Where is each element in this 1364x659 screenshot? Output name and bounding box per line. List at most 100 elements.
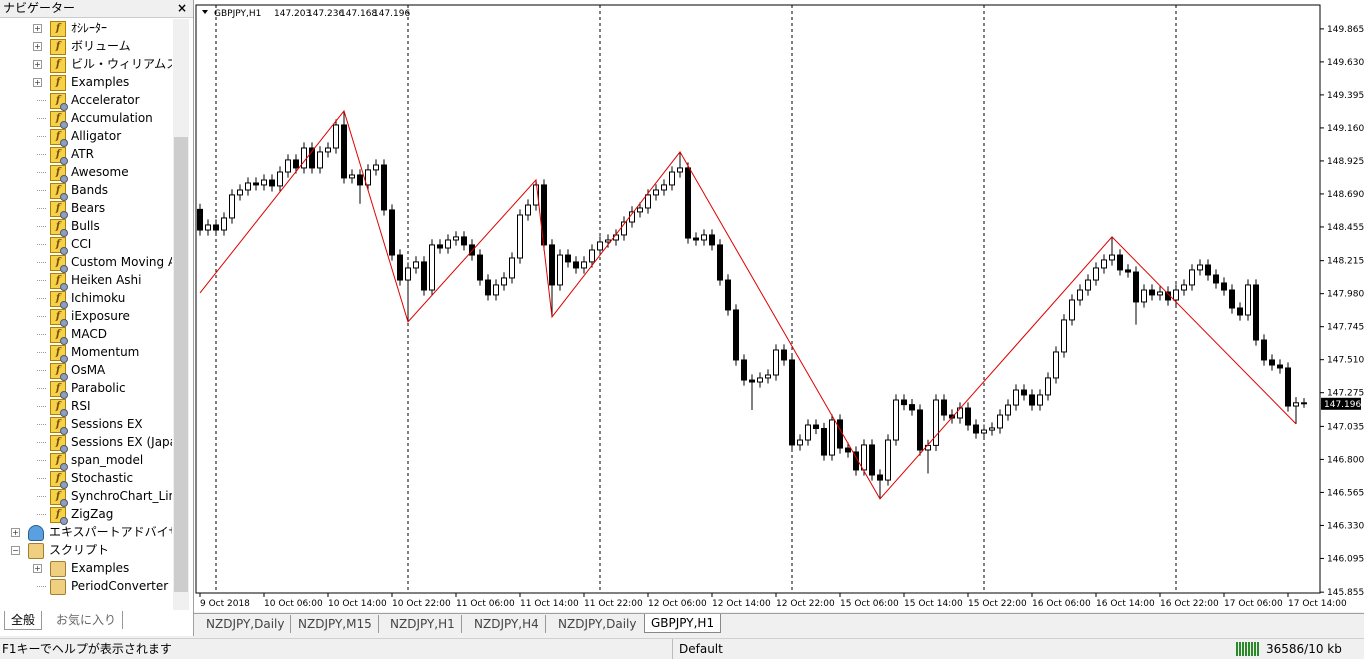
candle-body: [197, 208, 203, 231]
symbol-tab[interactable]: NZDJPY,H4: [468, 615, 546, 633]
tree-item[interactable]: f span_model: [0, 451, 172, 471]
tree-item[interactable]: f CCI: [0, 235, 172, 255]
expander[interactable]: +: [11, 528, 20, 537]
navigator-tab[interactable]: 全般: [4, 611, 43, 630]
tree-item[interactable]: f ATR: [0, 145, 172, 165]
expander[interactable]: +: [33, 564, 42, 573]
icon: [28, 525, 44, 541]
candle-body: [1093, 267, 1099, 281]
tree-line: [37, 586, 46, 587]
close-button[interactable]: ×: [176, 1, 187, 15]
candle-body: [965, 407, 971, 426]
tree-item[interactable]: f Momentum: [0, 343, 172, 363]
item-label: MACD: [71, 327, 107, 341]
candle-body: [749, 379, 755, 383]
tree-item[interactable]: f Awesome: [0, 163, 172, 183]
expander[interactable]: +: [33, 42, 42, 51]
symbol-tab[interactable]: NZDJPY,M15: [292, 615, 379, 633]
candle-body: [1261, 339, 1267, 361]
candle-body: [549, 244, 555, 286]
item-label: CCI: [71, 237, 92, 251]
tree-item[interactable]: f Custom Moving Av: [0, 253, 172, 273]
icon: f: [50, 399, 68, 417]
candle-body: [237, 189, 243, 196]
tree-line: [37, 388, 46, 389]
candle-body: [637, 207, 643, 213]
tree-item[interactable]: f ZigZag: [0, 505, 172, 525]
tree-item[interactable]: f Stochastic: [0, 469, 172, 489]
symbol-tab[interactable]: NZDJPY,H1: [384, 615, 462, 633]
candle-body: [1205, 264, 1211, 276]
status-help: F1キーでヘルプが表示されます: [2, 642, 172, 656]
icon: [28, 543, 44, 559]
candle-body: [725, 279, 731, 311]
candle-body: [1133, 271, 1139, 303]
tree-item[interactable]: + f Examples: [0, 73, 172, 91]
tree-item[interactable]: f Bears: [0, 199, 172, 219]
tree-item[interactable]: f MACD: [0, 325, 172, 345]
tree-item[interactable]: f Alligator: [0, 127, 172, 147]
tree-item[interactable]: f Heiken Ashi: [0, 271, 172, 291]
scrollbar-thumb[interactable]: [174, 137, 188, 592]
candle-body: [485, 279, 491, 296]
expander[interactable]: +: [33, 24, 42, 33]
navigator: ナビゲーター × + f ｵｼﾚｰﾀｰ + f ボリューム + f ビル・ウィリアムス + f Exa…: [0, 0, 194, 636]
tree-item[interactable]: f Accelerator: [0, 91, 172, 111]
tree-item[interactable]: f Bulls: [0, 217, 172, 237]
tree-line: [37, 190, 46, 191]
navigator-tab[interactable]: お気に入り: [50, 611, 124, 629]
tree-item[interactable]: f RSI: [0, 397, 172, 417]
tree-item[interactable]: f Ichimoku: [0, 289, 172, 309]
tree-item[interactable]: + f ｵｼﾚｰﾀｰ: [0, 19, 172, 37]
y-tick-label: 146.095: [1327, 554, 1364, 564]
x-tick-label: 16 Oct 06:00: [1032, 599, 1091, 609]
x-tick-label: 16 Oct 22:00: [1160, 599, 1219, 609]
y-tick-label: 147.275: [1327, 389, 1364, 399]
expander[interactable]: +: [33, 60, 42, 69]
icon: f: [50, 345, 68, 363]
candle-body: [1293, 402, 1299, 407]
tree-item[interactable]: f Bands: [0, 181, 172, 201]
symbol-tab[interactable]: GBPJPY,H1: [644, 614, 722, 633]
candle-body: [717, 244, 723, 281]
tree-item[interactable]: f iExposure: [0, 307, 172, 327]
y-tick-label: 145.855: [1327, 588, 1364, 598]
candle-body: [1029, 394, 1035, 406]
header-low: 147.168: [340, 9, 377, 19]
item-label: Sessions EX: [71, 417, 143, 431]
symbol-tab[interactable]: NZDJPY,Daily: [558, 617, 637, 631]
tree-item[interactable]: f Sessions EX: [0, 415, 172, 435]
traffic-icon: [1236, 642, 1260, 656]
tree-line: [37, 316, 46, 317]
tree-item[interactable]: + エキスパートアドバイザ: [0, 523, 172, 541]
tree-item[interactable]: + Examples: [0, 559, 172, 577]
x-tick-label: 10 Oct 14:00: [328, 599, 387, 609]
tree-line: [37, 154, 46, 155]
expander[interactable]: +: [33, 78, 42, 87]
candle-body: [997, 414, 1003, 429]
tree-item[interactable]: f OsMA: [0, 361, 172, 381]
candle-body: [493, 284, 499, 296]
candle-body: [1197, 264, 1203, 271]
candle-body: [205, 224, 211, 231]
tree-item[interactable]: f Parabolic: [0, 379, 172, 399]
y-tick-label: 148.690: [1327, 190, 1364, 200]
tree-item[interactable]: + f ボリューム: [0, 37, 172, 55]
candle-body: [317, 151, 323, 169]
tree-item[interactable]: + f ビル・ウィリアムス: [0, 55, 172, 73]
candle-body: [453, 236, 459, 241]
expander[interactable]: −: [11, 546, 20, 555]
chart: 149.865 149.630 149.395 149.160 148.925 148.6…: [195, 4, 1364, 609]
tree-item[interactable]: f Accumulation: [0, 109, 172, 129]
symbol-tab[interactable]: NZDJPY,Daily: [200, 615, 292, 633]
icon: f: [50, 453, 68, 471]
item-label: Custom Moving Av: [71, 255, 172, 269]
tree-item[interactable]: PeriodConverter: [0, 577, 172, 595]
candle-body: [653, 189, 659, 196]
candle-body: [1285, 367, 1291, 407]
tree-item[interactable]: − スクリプト: [0, 541, 172, 559]
icon: f: [50, 93, 68, 111]
candle-body: [1125, 269, 1131, 273]
